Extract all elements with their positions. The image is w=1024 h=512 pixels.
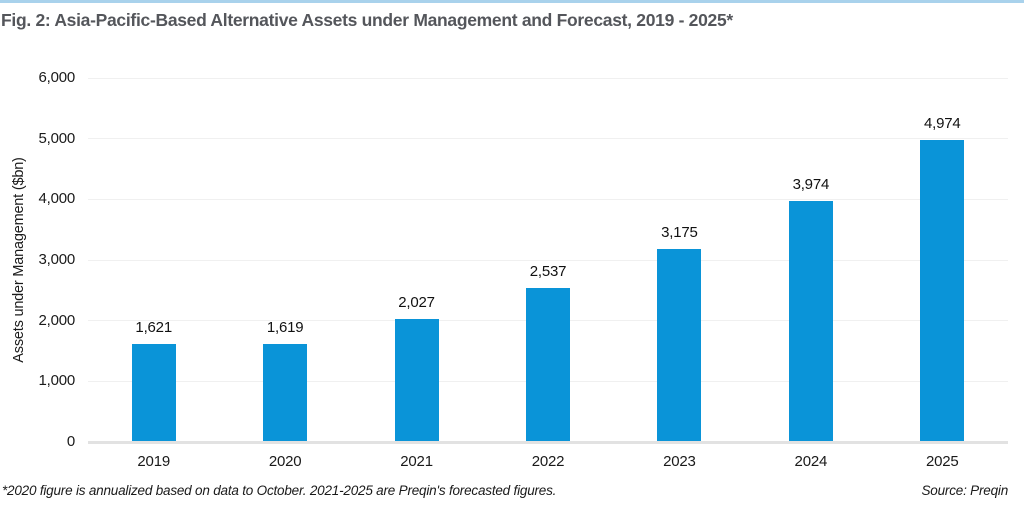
bar-value-label: 3,974 (792, 175, 830, 193)
bar-value-label: 2,537 (529, 263, 567, 281)
bar-value-label: 4,974 (924, 115, 961, 133)
x-tick-label: 2020 (268, 453, 302, 470)
y-tick-label: 4,000 (38, 190, 75, 208)
footnote: *2020 figure is annualized based on data… (2, 483, 557, 498)
bar (131, 343, 176, 441)
bar (526, 288, 570, 441)
y-tick-label: 1,000 (38, 372, 75, 390)
x-tick-label: 2022 (531, 453, 565, 470)
gridline (88, 259, 1008, 261)
bar-value-label: 3,175 (661, 224, 698, 242)
x-axis-baseline (88, 441, 1008, 444)
gridline (88, 77, 1008, 79)
bar (788, 200, 833, 441)
y-tick-label: 5,000 (38, 129, 75, 147)
y-tick-label: 6,000 (38, 69, 75, 86)
y-tick-label: 2,000 (38, 311, 75, 329)
y-tick-label: 3,000 (38, 251, 75, 268)
source-credit: Source: Preqin (921, 483, 1009, 498)
x-tick-label: 2019 (137, 453, 170, 470)
x-tick-label: 2023 (663, 453, 696, 470)
bar (263, 343, 308, 441)
top-accent-line (0, 0, 1024, 3)
gridline (88, 138, 1008, 140)
bar (657, 249, 702, 441)
x-tick-label: 2021 (400, 453, 433, 470)
y-tick-label: 0 (66, 433, 75, 450)
bar-value-label: 1,619 (266, 318, 304, 336)
x-tick-label: 2024 (794, 453, 828, 470)
bar-value-label: 2,027 (398, 294, 435, 312)
bar (394, 319, 439, 441)
gridline (88, 198, 1008, 200)
bar (920, 140, 965, 441)
x-tick-label: 2025 (925, 453, 959, 470)
chart-title: Fig. 2: Asia-Pacific-Based Alternative A… (1, 10, 733, 30)
bar-value-label: 1,621 (135, 318, 172, 336)
